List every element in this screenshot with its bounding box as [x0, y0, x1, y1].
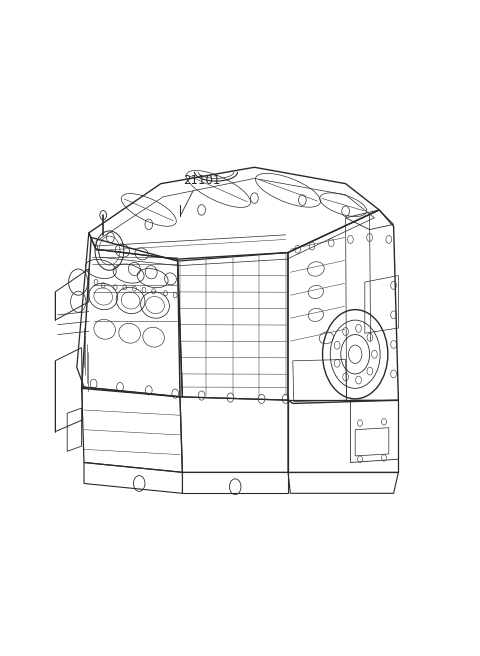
Text: 21101: 21101	[183, 174, 220, 187]
